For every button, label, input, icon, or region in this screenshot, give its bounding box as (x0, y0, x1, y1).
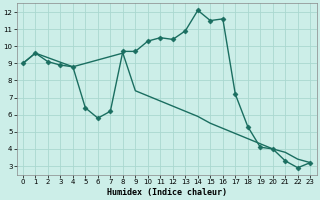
X-axis label: Humidex (Indice chaleur): Humidex (Indice chaleur) (107, 188, 227, 197)
